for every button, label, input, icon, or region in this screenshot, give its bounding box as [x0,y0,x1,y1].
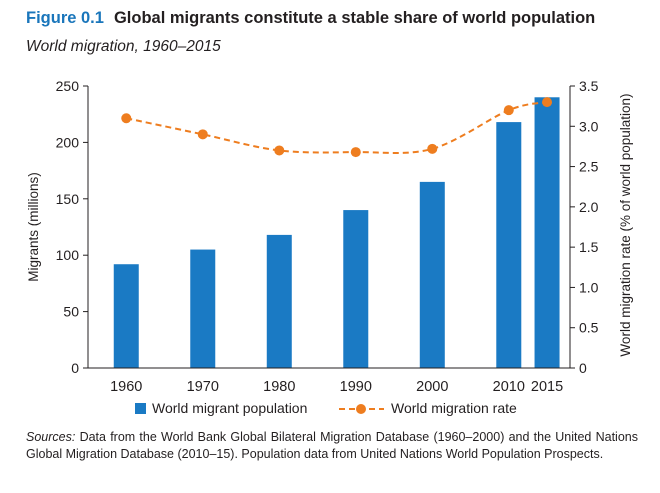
x-tick-2015: 2015 [531,379,563,395]
figure-header: Figure 0.1 Global migrants constitute a s… [26,9,595,28]
rate-point-1960 [121,113,132,124]
y-axis-label: Migrants (millions) [26,172,41,282]
x-tick-2000: 2000 [416,379,448,395]
y2-tick-0: 0 [579,360,587,376]
y-tick-150: 150 [56,191,80,207]
x-tick-1960: 1960 [110,379,142,395]
figure-title: Global migrants constitute a stable shar… [113,9,596,27]
x-tick-2010: 2010 [493,379,525,395]
y2-axis-label: World migration rate (% of world populat… [618,93,633,356]
bar-2010 [496,122,522,368]
bar-1980 [266,234,292,368]
rate-line [126,101,548,154]
sources-text: Data from the World Bank Global Bilatera… [26,430,638,461]
rate-point-1990 [350,147,361,158]
legend-marker-rate [356,404,366,414]
bar-2000 [419,181,445,368]
legend-label-bars: World migrant population [152,400,307,416]
x-tick-1970: 1970 [187,379,219,395]
figure-label: Figure 0.1 [26,9,104,27]
y2-tick-1.5: 1.5 [579,239,599,255]
y-tick-200: 200 [56,134,80,150]
bar-1960 [113,264,139,368]
migration-chart: 0 50 100 150 200 250 0 0.5 1.0 1.5 2.0 2.5 3.0 3.5 196… [26,78,633,416]
y2-tick-3.0: 3.0 [579,118,599,134]
x-tick-1980: 1980 [263,379,295,395]
rate-point-2015 [542,97,553,108]
legend-swatch-bars [135,403,146,414]
y-tick-250: 250 [56,78,80,94]
sources-note: Sources: Data from the World Bank Global… [26,429,638,463]
rate-point-1980 [274,145,285,156]
rate-point-1970 [197,129,208,140]
rate-point-2010 [503,105,514,116]
y-tick-50: 50 [63,304,79,320]
y2-tick-1.0: 1.0 [579,279,599,295]
y-tick-0: 0 [71,360,79,376]
y2-tick-2.0: 2.0 [579,199,599,215]
x-tick-1990: 1990 [340,379,372,395]
figure-subtitle: World migration, 1960–2015 [26,38,221,55]
bar-1970 [190,249,216,368]
rate-point-2000 [427,143,438,154]
y-tick-100: 100 [56,247,80,263]
sources-label: Sources: [26,430,76,444]
legend-label-rate: World migration rate [391,400,517,416]
y2-tick-3.5: 3.5 [579,78,599,94]
bar-2015 [534,97,560,368]
bar-1990 [343,210,369,368]
y2-tick-2.5: 2.5 [579,159,599,175]
y2-tick-0.5: 0.5 [579,320,599,336]
